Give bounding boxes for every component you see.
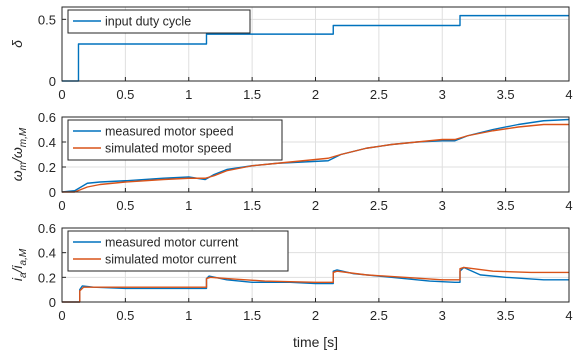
legend-label: simulated motor speed <box>105 142 232 156</box>
x-tick-label: 0 <box>58 87 65 102</box>
x-tick-label: 1.5 <box>243 87 261 102</box>
axes-box <box>61 227 570 303</box>
legend-label: measured motor current <box>105 236 239 250</box>
legend-box <box>67 9 251 34</box>
x-tick-label: 1.5 <box>243 308 261 323</box>
y-tick-label: 0.4 <box>38 135 56 150</box>
y-tick-label: 0.6 <box>38 110 56 125</box>
x-tick-label: 3 <box>439 308 446 323</box>
y-tick-label: 0.6 <box>38 221 56 236</box>
x-tick-label: 2 <box>312 87 319 102</box>
x-tick-label: 2.5 <box>370 308 388 323</box>
panel-2: 0 0.5 1 1.5 2 2.5 3 3.5 4 0 0.2 0.4 0.6 measured moto… <box>9 110 573 213</box>
panel-3: 0 0.5 1 1.5 2 2.5 3 3.5 4 0 0.2 0.4 0.6 measured moto… <box>9 221 573 350</box>
series-line-2 <box>62 266 569 303</box>
y-tick-label: 0 <box>49 295 56 310</box>
legend: measured motor current simulated motor cu… <box>67 230 289 272</box>
y-axis-label: ωm/ωm,M <box>9 127 29 181</box>
x-tick-label: 1 <box>185 87 192 102</box>
y-tick-label: 0.5 <box>38 12 56 27</box>
x-tick-label: 0 <box>58 308 65 323</box>
y-tick-label: 0 <box>49 185 56 200</box>
x-tick-label: 0 <box>58 198 65 213</box>
x-tick-label: 2.5 <box>370 87 388 102</box>
x-tick-label: 3 <box>439 198 446 213</box>
y-axis-label: ia/ia,M <box>9 248 29 281</box>
legend-label: measured motor speed <box>105 125 234 139</box>
x-axis-label: time [s] <box>293 334 338 350</box>
legend-label: simulated motor current <box>105 253 237 267</box>
x-tick-label: 3.5 <box>497 308 515 323</box>
x-tick-label: 0.5 <box>116 308 134 323</box>
x-tick-label: 3 <box>439 87 446 102</box>
x-tick-label: 4 <box>565 198 572 213</box>
axes-box <box>61 6 570 82</box>
y-tick-label: 0.2 <box>38 160 56 175</box>
x-tick-label: 1 <box>185 198 192 213</box>
x-tick-label: 0.5 <box>116 198 134 213</box>
x-tick-label: 4 <box>565 308 572 323</box>
x-tick-label: 2 <box>312 198 319 213</box>
y-axis-label: δ <box>9 40 25 48</box>
legend-box <box>67 230 289 272</box>
legend-label: input duty cycle <box>105 15 191 29</box>
axes-box <box>61 116 570 193</box>
x-tick-label: 2 <box>312 308 319 323</box>
series-line-2 <box>62 123 569 193</box>
x-tick-label: 3.5 <box>497 87 515 102</box>
legend: measured motor speed simulated motor spee… <box>67 119 283 161</box>
y-tick-label: 0 <box>49 74 56 89</box>
panel-1: 0 0.5 1 1.5 2 2.5 3 3.5 4 0 0.5 input duty cycle δ <box>9 6 573 102</box>
y-tick-label: 0.2 <box>38 270 56 285</box>
x-tick-label: 0.5 <box>116 87 134 102</box>
series-line-1 <box>62 14 569 82</box>
x-tick-label: 1 <box>185 308 192 323</box>
x-tick-label: 1.5 <box>243 198 261 213</box>
legend-box <box>67 119 283 161</box>
x-tick-label: 3.5 <box>497 198 515 213</box>
x-tick-label: 4 <box>565 87 572 102</box>
x-tick-label: 2.5 <box>370 198 388 213</box>
y-tick-label: 0.4 <box>38 246 56 261</box>
legend: input duty cycle <box>67 9 251 34</box>
